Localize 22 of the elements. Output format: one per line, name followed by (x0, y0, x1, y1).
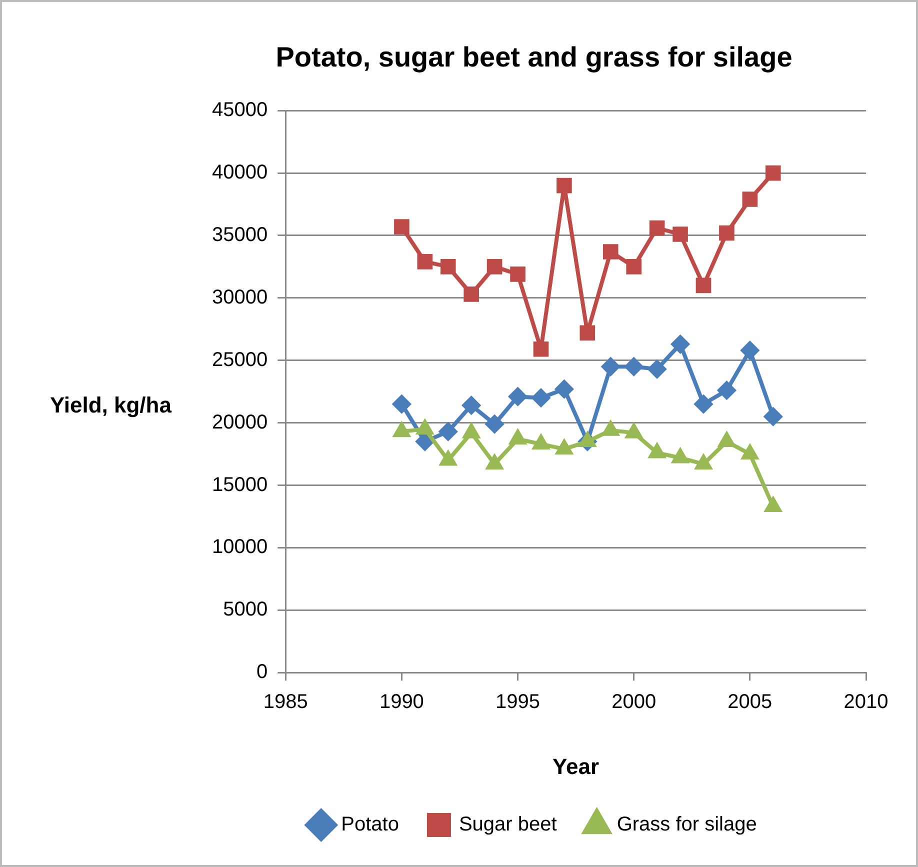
y-tick-label: 25000 (212, 348, 268, 371)
y-tick-label: 5000 (223, 598, 268, 621)
chart-title: Potato, sugar beet and grass for silage (276, 42, 792, 73)
y-tick-label: 30000 (212, 286, 268, 308)
x-tick-label: 1990 (379, 691, 424, 714)
x-tick-label: 1985 (263, 691, 308, 714)
x-tick-label: 2000 (612, 691, 656, 714)
y-tick-label: 35000 (212, 224, 268, 246)
y-tick-label: 0 (256, 661, 268, 684)
y-tick-label: 45000 (212, 99, 268, 122)
y-tick-label: 10000 (212, 536, 268, 558)
x-tick-label: 2005 (728, 691, 772, 714)
y-tick-label: 15000 (212, 474, 268, 496)
y-axis-title: Yield, kg/ha (50, 392, 172, 418)
legend-label: Grass for silage (616, 814, 757, 836)
x-axis-title: Year (552, 754, 600, 779)
x-tick-label: 2010 (844, 691, 888, 714)
y-tick-label: 40000 (212, 162, 268, 184)
legend-label: Sugar beet (458, 814, 558, 836)
x-tick-label: 1995 (496, 691, 540, 714)
y-tick-label: 20000 (212, 411, 268, 434)
legend-label: Potato (341, 814, 399, 836)
